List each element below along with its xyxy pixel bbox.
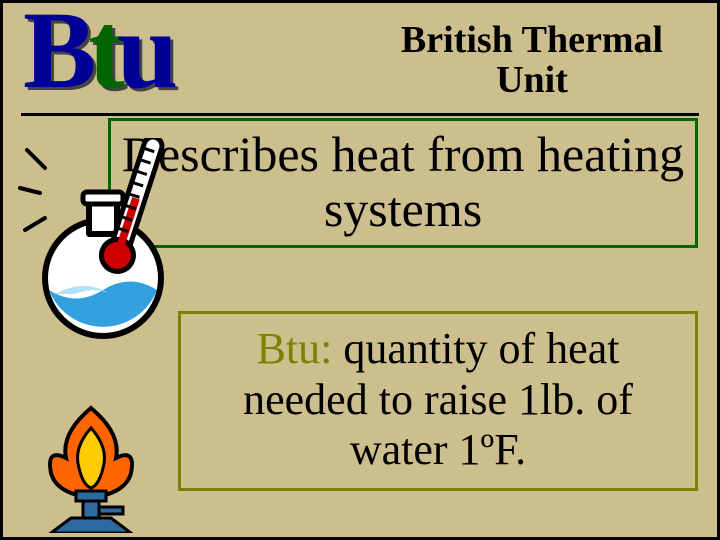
title-logo: Btu — [23, 0, 170, 105]
slide-container: Btu British Thermal Unit Describes heat … — [0, 0, 720, 540]
title-letter-t: t — [88, 0, 117, 111]
description-text: Describes heat from heating systems — [122, 126, 684, 237]
subtitle: British Thermal Unit — [377, 21, 687, 101]
flask-thermometer-icon — [15, 138, 195, 348]
bunsen-flame-icon — [21, 403, 161, 533]
title-letter-u: u — [117, 0, 170, 111]
divider-line — [21, 113, 699, 116]
definition-label: Btu: — [257, 324, 333, 373]
definition-box: Btu: quantity of heat needed to raise 1l… — [178, 311, 698, 491]
title-letter-b: B — [23, 0, 88, 111]
description-box: Describes heat from heating systems — [108, 118, 698, 248]
